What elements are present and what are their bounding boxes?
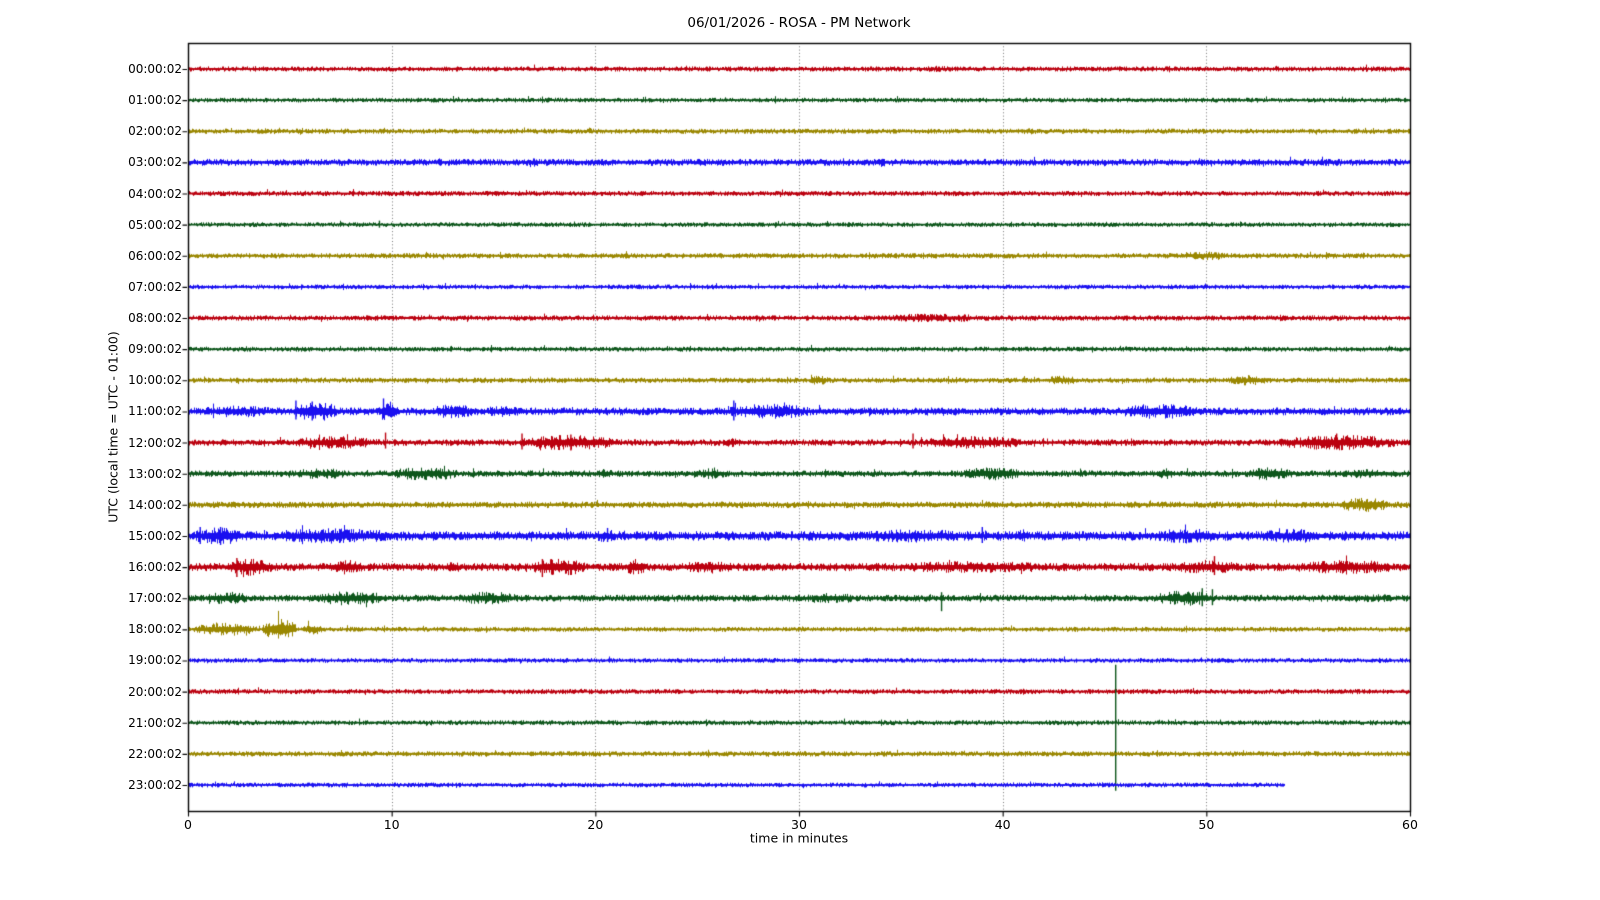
y-tick-label: 11:00:02 [128, 404, 182, 419]
x-tick-label: 20 [587, 817, 604, 832]
y-tick-label: 06:00:02 [128, 248, 182, 263]
y-tick-label: 12:00:02 [128, 435, 182, 450]
y-tick-label: 22:00:02 [128, 746, 182, 761]
y-tick-label: 05:00:02 [128, 217, 182, 232]
y-tick-label: 04:00:02 [128, 186, 182, 201]
y-tick-label: 14:00:02 [128, 497, 182, 512]
y-tick-label: 09:00:02 [128, 342, 182, 357]
y-tick-label: 15:00:02 [128, 528, 182, 543]
x-tick-label: 50 [1198, 817, 1215, 832]
y-tick-label: 13:00:02 [128, 466, 182, 481]
y-axis-label: UTC (local time = UTC - 01:00) [105, 331, 121, 523]
x-tick-label: 40 [994, 817, 1011, 832]
y-tick-label: 17:00:02 [128, 591, 182, 606]
y-tick-label: 23:00:02 [128, 777, 182, 792]
y-tick-label: 03:00:02 [128, 155, 182, 170]
y-tick-label: 21:00:02 [128, 715, 182, 730]
x-axis-label: time in minutes [749, 830, 849, 846]
x-tick-label: 10 [383, 817, 400, 832]
y-tick-label: 19:00:02 [128, 653, 182, 668]
chart-title: 06/01/2026 - ROSA - PM Network [687, 15, 911, 31]
y-tick-label: 08:00:02 [128, 311, 182, 326]
x-tick-label: 0 [184, 817, 192, 832]
y-tick-label: 18:00:02 [128, 622, 182, 637]
y-tick-label: 10:00:02 [128, 373, 182, 388]
y-tick-label: 00:00:02 [128, 62, 182, 76]
y-tick-label: 16:00:02 [128, 560, 182, 575]
y-tick-label: 20:00:02 [128, 684, 182, 699]
x-tick-label: 30 [791, 817, 807, 832]
y-tick-label: 01:00:02 [128, 93, 182, 108]
x-tick-label: 60 [1402, 817, 1418, 832]
y-tick-label: 02:00:02 [128, 124, 182, 139]
y-tick-label: 07:00:02 [128, 279, 182, 294]
